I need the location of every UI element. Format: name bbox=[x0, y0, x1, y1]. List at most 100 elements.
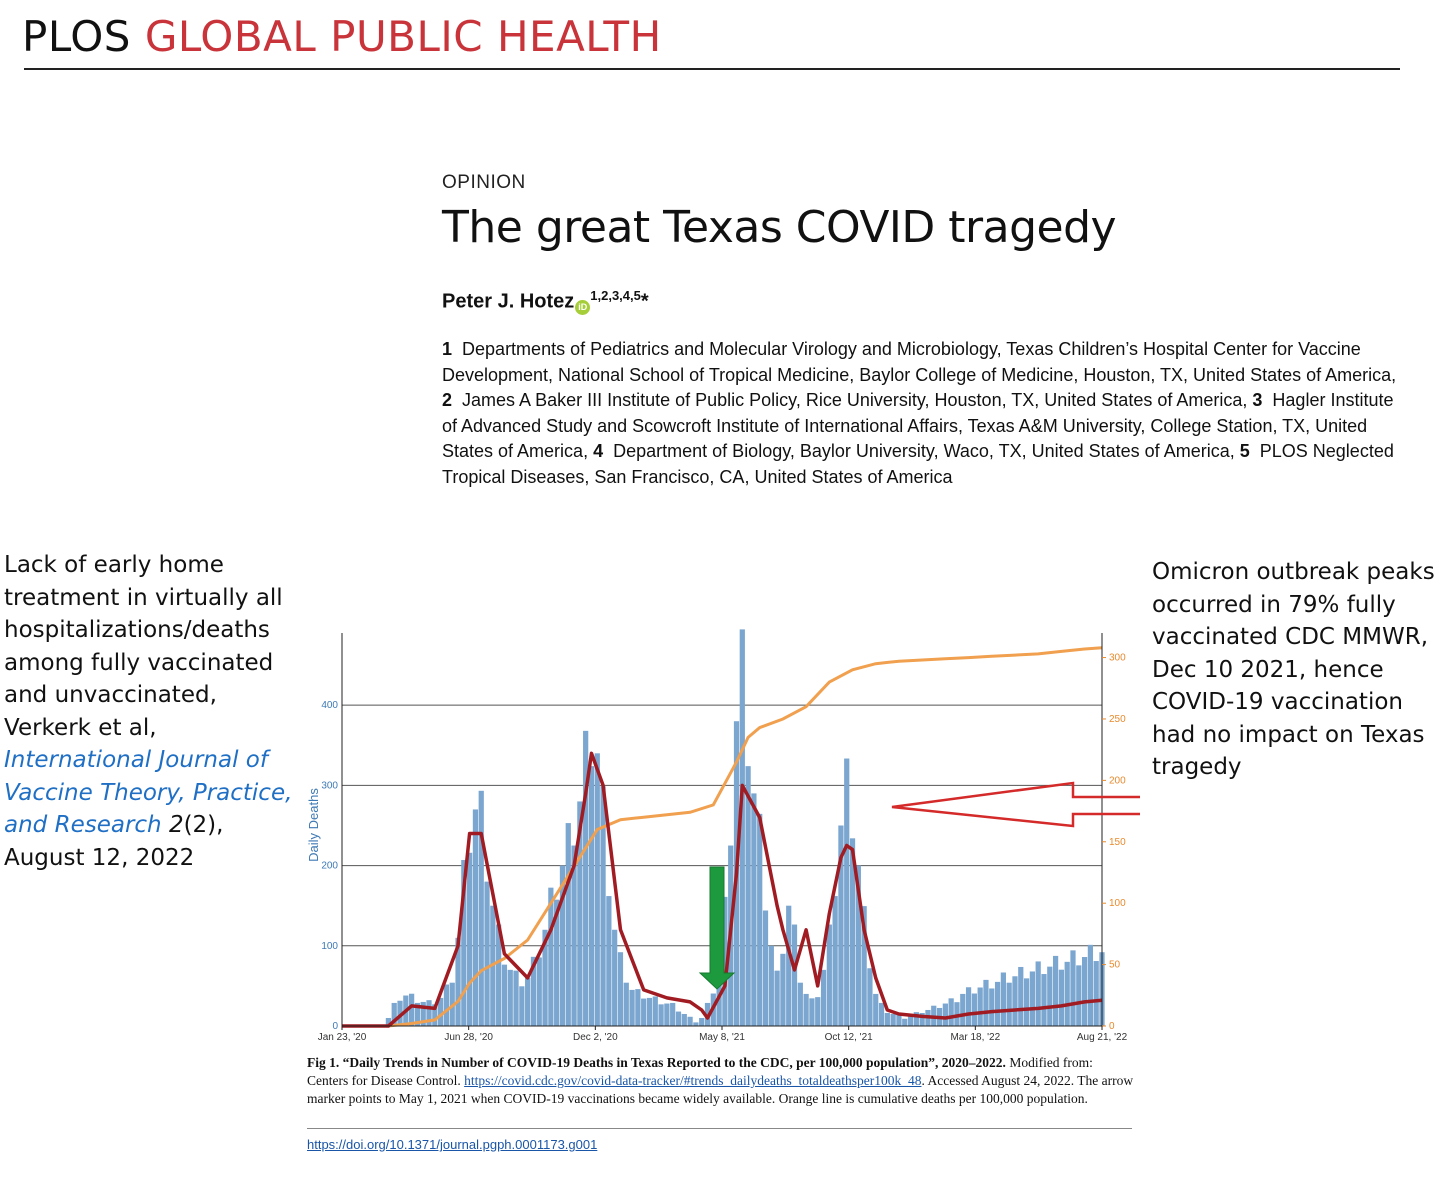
bar bbox=[983, 979, 989, 1026]
bar bbox=[803, 993, 809, 1026]
y2-tick-label: 150 bbox=[1109, 837, 1126, 848]
bar bbox=[815, 997, 821, 1026]
bar bbox=[629, 989, 635, 1026]
y2-tick-label: 200 bbox=[1109, 775, 1126, 786]
left-citation-issue: (2), August 12, 2022 bbox=[4, 812, 224, 871]
y-tick-label: 200 bbox=[321, 861, 338, 872]
bar bbox=[896, 1014, 902, 1026]
bar bbox=[1070, 950, 1076, 1026]
caption-rest: Accessed August 24, 2022. The arrow mark… bbox=[307, 1073, 1134, 1106]
left-citation-volume: 2 bbox=[168, 812, 184, 838]
y2-tick-label: 300 bbox=[1109, 653, 1126, 664]
x-tick-label: Jun 28, '20 bbox=[444, 1032, 493, 1043]
bar bbox=[693, 1022, 699, 1026]
bar bbox=[472, 809, 479, 1026]
figure-caption: Fig 1. “Daily Trends in Number of COVID-… bbox=[307, 1055, 1134, 1106]
y2-tick-label: 100 bbox=[1109, 898, 1126, 909]
bar bbox=[507, 969, 513, 1026]
bar bbox=[420, 1001, 426, 1026]
figure-doi-link[interactable]: https://doi.org/10.1371/journal.pgph.000… bbox=[307, 1137, 598, 1152]
bar bbox=[478, 790, 484, 1026]
bar bbox=[600, 786, 606, 1026]
bar bbox=[658, 1004, 664, 1026]
bar bbox=[757, 813, 763, 1026]
bar bbox=[989, 988, 995, 1026]
affiliation-num: 1 bbox=[442, 339, 453, 359]
bar bbox=[571, 845, 577, 1026]
bar bbox=[1064, 961, 1070, 1026]
bar bbox=[583, 730, 589, 1026]
affiliation-num: 5 bbox=[1239, 441, 1250, 461]
y-tick-label: 400 bbox=[321, 700, 338, 711]
x-tick-label: Mar 18, '22 bbox=[950, 1032, 1000, 1043]
corresponding-mark: * bbox=[640, 290, 649, 313]
caption-title: “Daily Trends in Number of COVID-19 Deat… bbox=[342, 1055, 1006, 1070]
bar bbox=[501, 964, 508, 1026]
article-section: OPINION bbox=[442, 172, 526, 193]
y-tick-label: 0 bbox=[332, 1021, 338, 1032]
bar bbox=[954, 1002, 960, 1026]
bar bbox=[844, 758, 850, 1026]
affiliation-text: PLOS Neglected Tropical Diseases, San Fr… bbox=[442, 441, 1394, 487]
bar bbox=[1018, 966, 1024, 1026]
bar bbox=[554, 899, 560, 1026]
left-citation-journal[interactable]: International Journal of Vaccine Theory,… bbox=[4, 747, 293, 838]
bar bbox=[1012, 976, 1018, 1026]
bar bbox=[1087, 944, 1094, 1026]
bar bbox=[536, 957, 542, 1026]
orcid-icon[interactable]: iD bbox=[575, 299, 591, 315]
bar bbox=[878, 1002, 885, 1026]
cumulative-deaths-line bbox=[342, 646, 1103, 1028]
bar bbox=[809, 998, 815, 1026]
bar bbox=[884, 1013, 890, 1026]
caption-source: Modified from: Centers for Disease Contr… bbox=[307, 1055, 1093, 1088]
bar bbox=[919, 1013, 925, 1026]
bar bbox=[1000, 972, 1006, 1026]
bar bbox=[675, 1011, 682, 1026]
bar bbox=[994, 981, 1001, 1026]
bar bbox=[687, 1016, 693, 1026]
bar bbox=[646, 997, 653, 1026]
bar bbox=[635, 989, 641, 1026]
publisher-name: PLOS bbox=[22, 12, 131, 61]
bar bbox=[467, 852, 473, 1026]
affiliation-text: Department of Biology, Baylor University… bbox=[613, 441, 1235, 461]
bar bbox=[722, 896, 728, 1026]
y2-tick-label: 50 bbox=[1109, 960, 1121, 971]
bar bbox=[960, 993, 966, 1026]
bar bbox=[559, 865, 566, 1026]
bar bbox=[617, 952, 624, 1026]
bar bbox=[745, 766, 751, 1026]
bar bbox=[443, 984, 450, 1026]
y-tick-label: 300 bbox=[321, 780, 338, 791]
bar bbox=[612, 929, 618, 1026]
bar bbox=[913, 1012, 919, 1026]
bar bbox=[971, 993, 977, 1026]
bar bbox=[409, 993, 415, 1026]
bar bbox=[438, 997, 444, 1026]
bar bbox=[855, 865, 861, 1026]
bar bbox=[484, 881, 490, 1026]
left-annotation: Lack of early home treatment in virtuall… bbox=[4, 549, 304, 874]
bar bbox=[652, 996, 658, 1026]
bar bbox=[414, 1002, 421, 1026]
caption-source-link[interactable]: https://covid.cdc.gov/covid-data-tracker… bbox=[464, 1073, 922, 1088]
bar bbox=[1058, 969, 1064, 1026]
x-tick-label: Dec 2, '20 bbox=[573, 1032, 618, 1043]
bar bbox=[606, 896, 612, 1026]
bar bbox=[832, 896, 838, 1026]
bar bbox=[455, 937, 461, 1026]
bar bbox=[902, 1018, 908, 1026]
affiliation-num: 2 bbox=[442, 390, 453, 410]
average-deaths-line bbox=[342, 751, 1103, 1028]
author-name[interactable]: Peter J. Hotez bbox=[442, 290, 575, 313]
bar bbox=[965, 987, 972, 1026]
bar bbox=[797, 982, 803, 1026]
left-annotation-text: Lack of early home treatment in virtuall… bbox=[4, 552, 283, 741]
y2-axis-ticks: 0 50 100 150 200 250 300 bbox=[1102, 653, 1126, 1032]
affiliation-text: Hagler Institute of Advanced Study and S… bbox=[442, 390, 1394, 461]
author-affiliation-refs: 1,2,3,4,5 bbox=[590, 288, 641, 303]
article-title: The great Texas COVID tragedy bbox=[442, 202, 1117, 253]
red-arrow-icon bbox=[891, 781, 1140, 828]
bar bbox=[786, 905, 792, 1026]
